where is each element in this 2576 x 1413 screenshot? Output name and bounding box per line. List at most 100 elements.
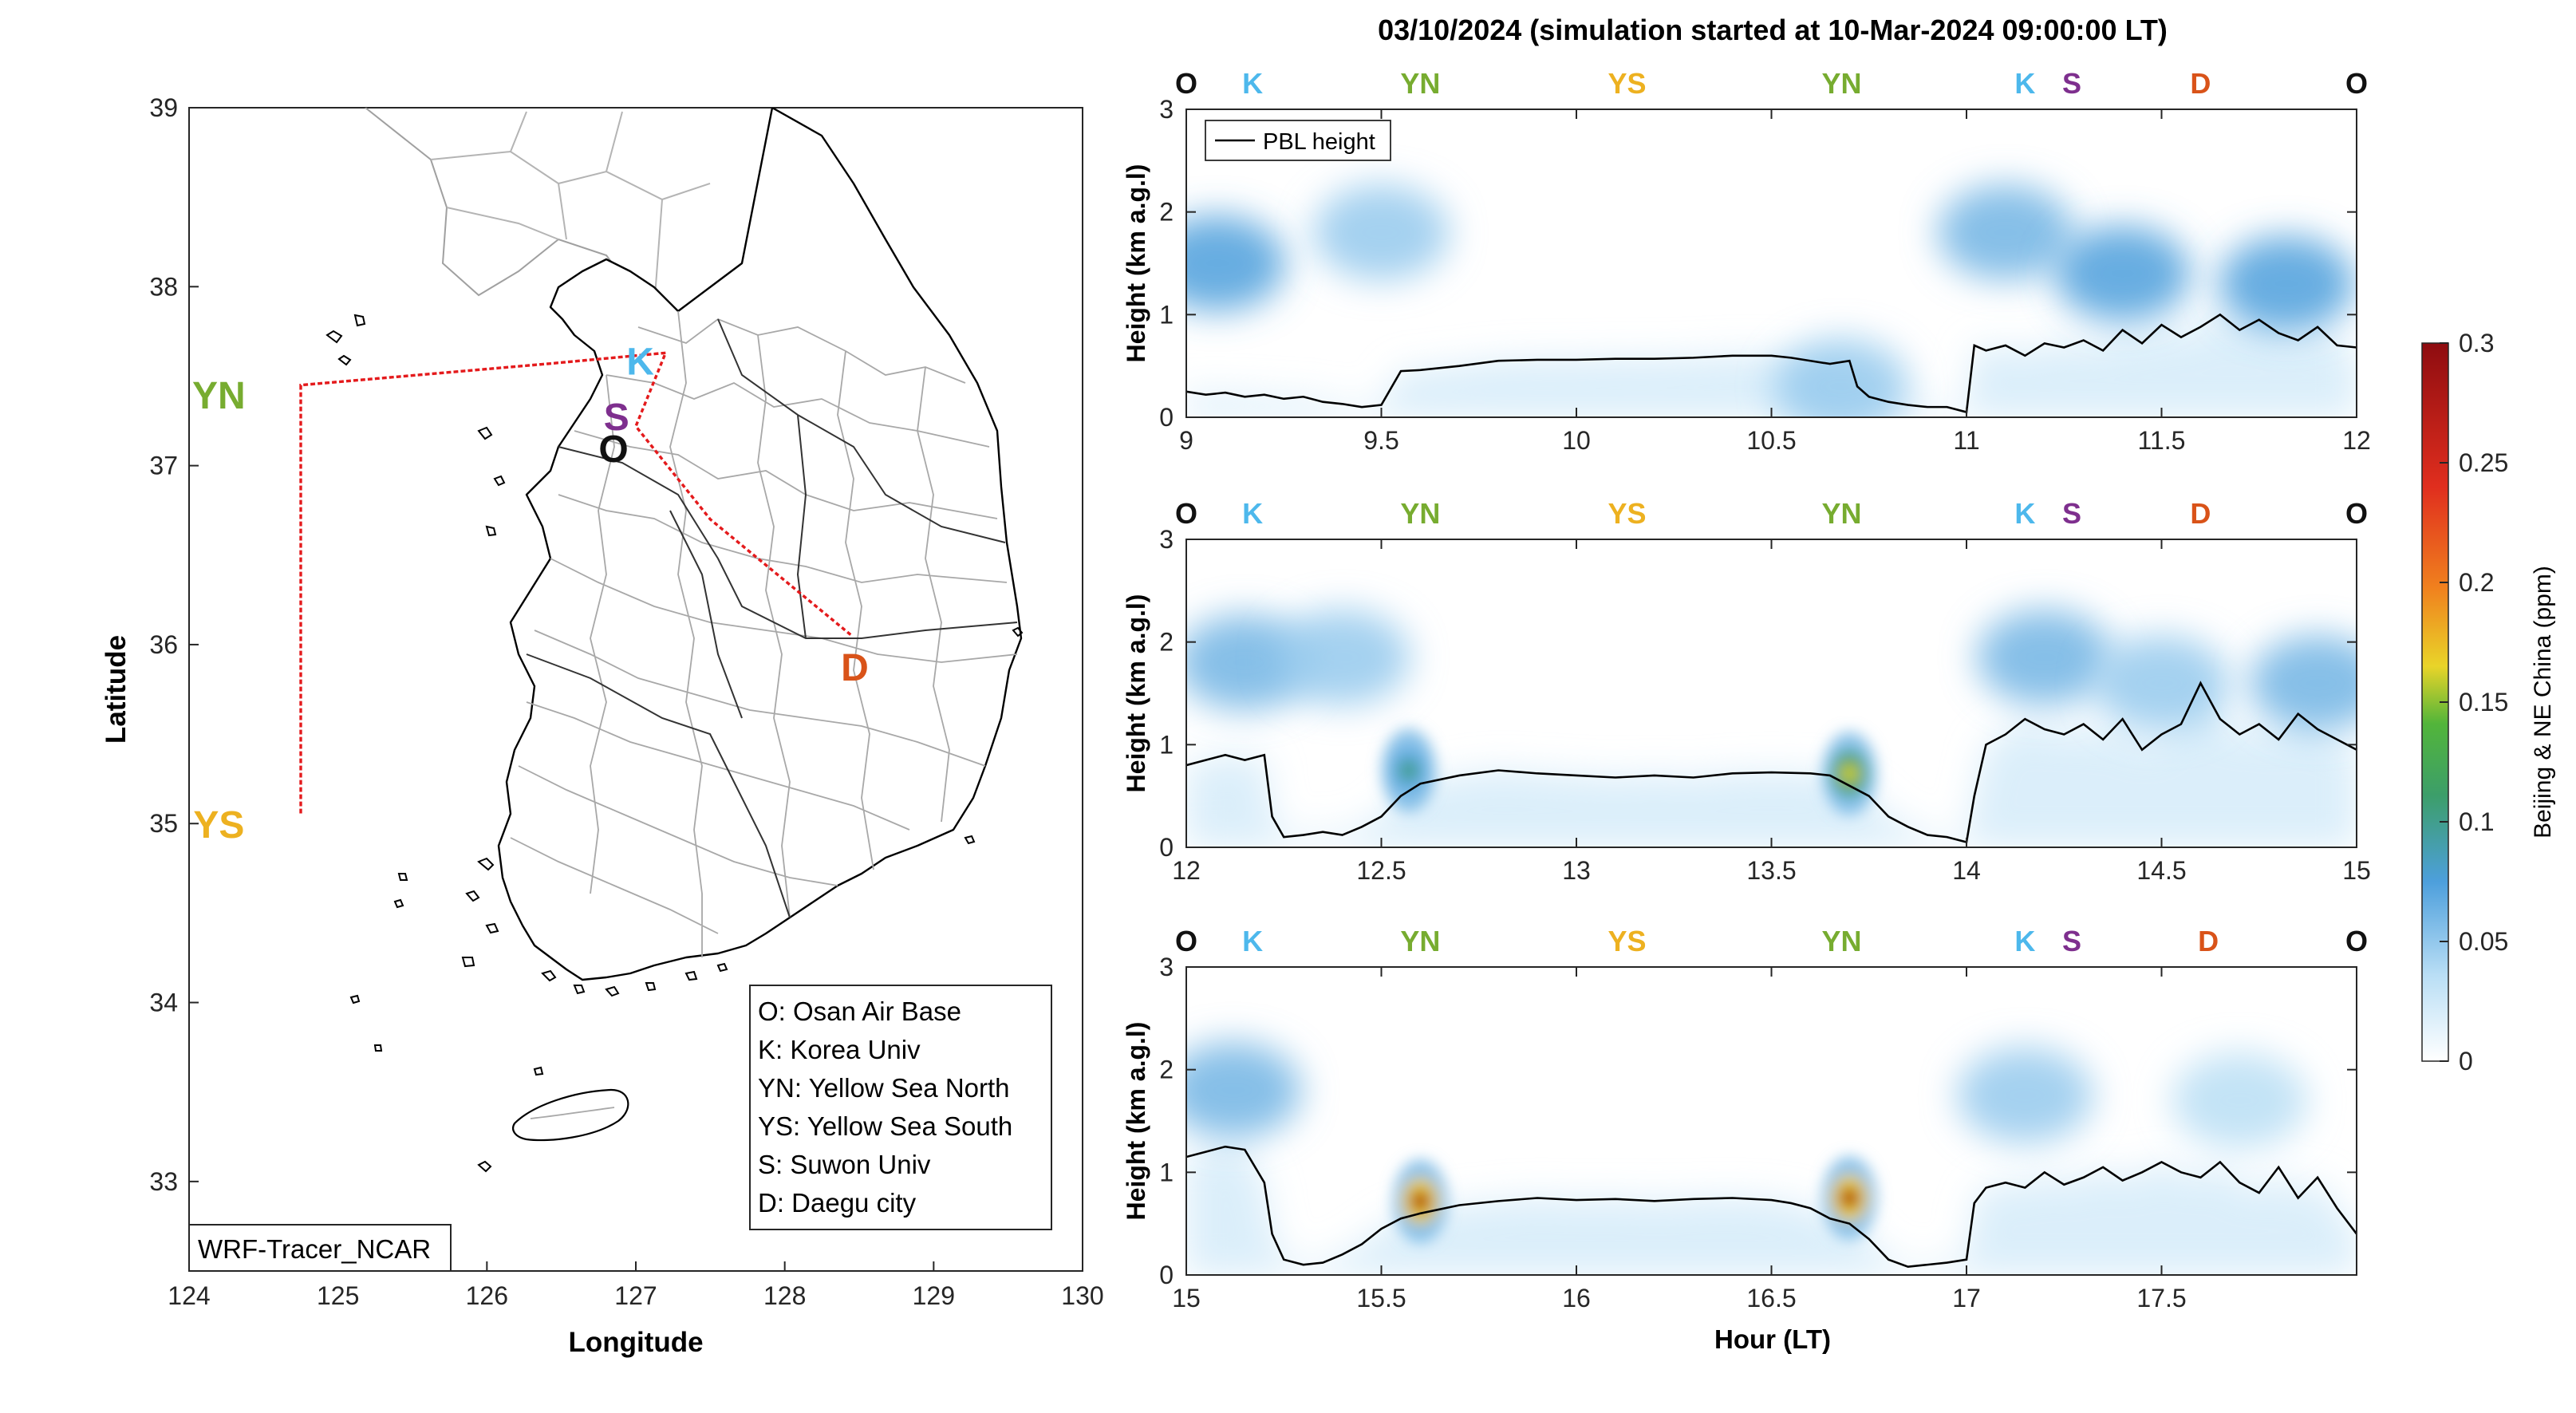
map-x-tick-label: 129 (913, 1281, 955, 1310)
tracer-plume (1773, 338, 1910, 417)
legend-entry-korea-univ: K: Korea Univ (758, 1035, 921, 1064)
plume-body (1186, 1042, 1301, 1139)
colorbar-tick-label: 0.05 (2459, 927, 2508, 956)
plume-body (1773, 338, 1910, 417)
boundary-layer-tracer (1186, 314, 2357, 417)
tracer-plume (2218, 235, 2354, 332)
province-boundaries (526, 318, 1018, 918)
plume-body (1274, 609, 1410, 705)
plume-body (1186, 215, 1286, 311)
tracer-hotspot (1822, 1156, 1877, 1240)
x-tick-label: 13.5 (1746, 856, 1796, 885)
tracer-plumes (1186, 1042, 2308, 1243)
y-tick-label: 1 (1159, 730, 1174, 759)
model-label-frame (188, 1224, 452, 1272)
map-legend: O: Osan Air Base K: Korea Univ YN: Yello… (749, 985, 1052, 1230)
plume-body (2172, 1052, 2308, 1149)
boundary-layer-shading (1186, 1147, 2357, 1275)
map-y-tick-label: 33 (149, 1167, 178, 1196)
flight-track-line (299, 351, 853, 815)
panel-site-label-o: O (2345, 497, 2368, 530)
x-tick-label: 15.5 (1356, 1284, 1406, 1312)
y-axis-label: Height (km a.g.l) (1122, 164, 1150, 363)
panel-site-label-o: O (2345, 925, 2368, 957)
tracer-plume (1937, 184, 2073, 281)
map-x-tick-label: 126 (466, 1281, 508, 1310)
x-tick-label: 10 (1562, 426, 1591, 455)
figure-title: 03/10/2024 (simulation started at 10-Mar… (1378, 14, 2168, 46)
map-y-tick-label: 37 (149, 452, 178, 480)
plume-body (1313, 184, 1450, 281)
y-tick-label: 2 (1159, 1056, 1174, 1084)
x-tick-label: 15 (1172, 1284, 1201, 1312)
plume-body (2250, 635, 2357, 732)
map-x-tick-label: 127 (614, 1281, 657, 1310)
south-korea-coastline (497, 108, 1023, 981)
hour-axis-label: Hour (LT) (1714, 1324, 1831, 1354)
model-label-box: WRF-Tracer_NCAR (188, 1224, 452, 1272)
tracer-plume (2172, 1052, 2308, 1149)
boundary-layer-tracer (1186, 683, 2357, 847)
panel-site-label-yn: YN (1822, 67, 1862, 100)
tracer-plume (1186, 215, 1286, 311)
tracer-plume (1957, 1047, 2093, 1143)
model-label: WRF-Tracer_NCAR (198, 1234, 431, 1264)
panel-site-label-yn: YN (1400, 67, 1440, 100)
x-tick-label: 10.5 (1746, 426, 1796, 455)
hotspot-core (1410, 1190, 1430, 1212)
tracer-hotspot (1822, 732, 1877, 815)
colorbar-tick-label: 0.25 (2459, 448, 2508, 477)
panel-site-label-s: S (2062, 497, 2081, 530)
map-y-tick-label: 38 (149, 272, 178, 301)
map-site-label-yn: YN (192, 375, 246, 417)
map-y-tick-label: 39 (149, 93, 178, 122)
panel-site-label-k: K (1242, 925, 1263, 957)
panel-site-label-yn: YN (1822, 497, 1862, 530)
tracer-hotspot (1393, 1159, 1448, 1243)
legend-entry-suwon-univ: S: Suwon Univ (758, 1150, 931, 1179)
map-site-labels: K YN SO D YS (192, 341, 869, 847)
x-tick-label: 12.5 (1356, 856, 1406, 885)
y-tick-label: 3 (1159, 953, 1174, 981)
tracer-plume (1274, 609, 1410, 705)
colorbar-tick-label: 0.1 (2459, 807, 2494, 836)
plume-body (2218, 235, 2354, 332)
panel-site-label-o: O (1175, 497, 1197, 530)
pbl-height-line (1186, 1145, 2357, 1269)
panel-site-label-o: O (1175, 67, 1197, 100)
y-tick-label: 0 (1159, 833, 1174, 862)
x-tick-label: 12 (1172, 856, 1201, 885)
map-y-tick-label: 36 (149, 630, 178, 659)
colorbar-tick-label: 0 (2459, 1047, 2473, 1076)
tracer-plume (2250, 635, 2357, 732)
pbl-legend-label: PBL height (1263, 129, 1375, 155)
colorbar: 0 0.05 0.1 0.15 0.2 0.25 0.3 Beijing & NE Chin… (2421, 329, 2556, 1076)
panel-site-label-s: S (2062, 925, 2081, 957)
panel-site-label-k: K (1242, 67, 1263, 100)
y-tick-label: 2 (1159, 628, 1174, 657)
panel-site-label-o: O (2345, 67, 2368, 100)
map-y-tick-label: 34 (149, 989, 178, 1017)
panel-site-label-d: D (2190, 497, 2211, 530)
map-land (299, 108, 1024, 1173)
hotspot-core (1840, 763, 1860, 784)
map-x-tick-label: 124 (168, 1281, 210, 1310)
boundary-layer-tracer (1186, 1147, 2357, 1275)
plume-body (2054, 225, 2191, 322)
map-site-label-d: D (841, 647, 869, 689)
x-tick-label: 16.5 (1746, 1284, 1796, 1312)
y-tick-label: 3 (1159, 525, 1174, 554)
plume-body (1957, 1047, 2093, 1143)
panel-site-label-d: D (2190, 67, 2211, 100)
x-tick-label: 11.5 (2138, 426, 2186, 455)
north-korea-admin-lines (430, 111, 711, 308)
x-tick-label: 13 (1562, 856, 1591, 885)
boundary-layer-shading (1186, 683, 2357, 847)
panel-site-label-k: K (2014, 925, 2035, 957)
panel-site-label-d: D (2198, 925, 2219, 957)
panel-site-label-o: O (1175, 925, 1197, 957)
plume-body (1937, 184, 2073, 281)
